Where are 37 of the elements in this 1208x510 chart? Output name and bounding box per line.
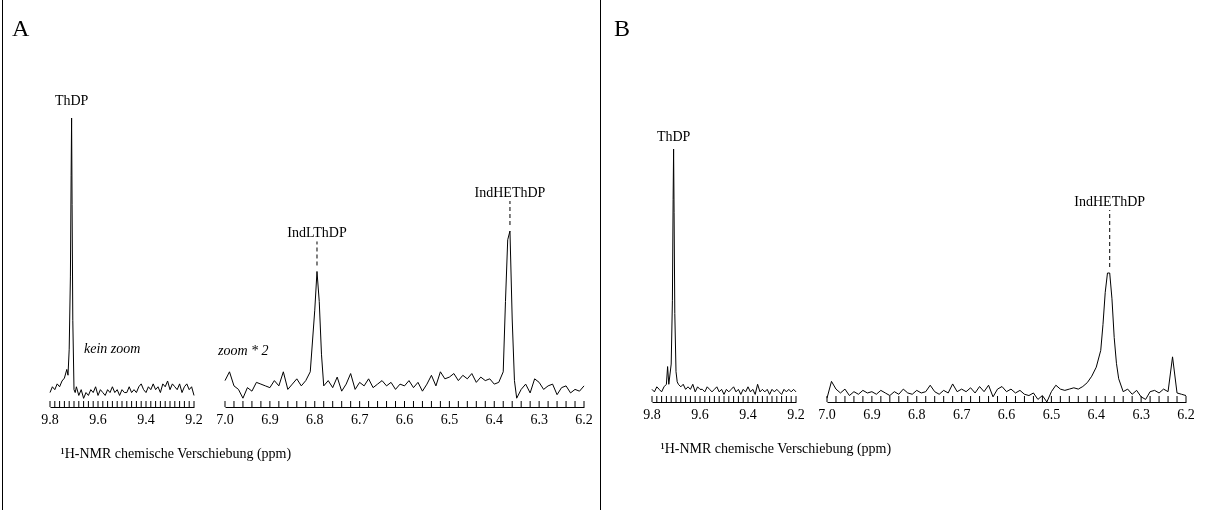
x-tick-label: 6.9 xyxy=(863,407,881,422)
x-tick-label: 7.0 xyxy=(818,407,836,422)
x-tick-label: 9.8 xyxy=(643,407,661,422)
x-tick-label: 9.6 xyxy=(691,407,709,422)
x-tick-label: 6.3 xyxy=(530,412,548,427)
x-tick-label: 6.6 xyxy=(997,407,1016,422)
x-tick-label: 6.4 xyxy=(485,412,503,427)
x-tick-label: 6.2 xyxy=(575,412,593,427)
x-tick-label: 6.2 xyxy=(1177,407,1195,422)
x-tick-label: 6.4 xyxy=(1087,407,1105,422)
x-tick-label: 7.0 xyxy=(216,412,234,427)
annotation: ThDP xyxy=(656,129,691,144)
x-tick-label: 9.4 xyxy=(137,412,155,427)
x-tick-label: 6.8 xyxy=(306,412,324,427)
annotation: IndHEThDP xyxy=(474,185,546,200)
x-tick-label: 6.7 xyxy=(350,412,369,427)
annotation: IndLThDP xyxy=(287,225,347,241)
annotation: kein zoom xyxy=(84,341,141,356)
annotation: zoom * 2 xyxy=(217,343,269,358)
x-tick-label: 9.8 xyxy=(41,412,59,427)
x-tick-label: 9.4 xyxy=(739,407,757,422)
chart-title: A xyxy=(12,15,30,41)
chart-title: B xyxy=(614,15,631,41)
x-tick-label: 6.7 xyxy=(952,407,971,422)
x-tick-label: 6.6 xyxy=(395,412,414,427)
x-tick-label: 9.2 xyxy=(185,412,203,427)
x-tick-label: 9.6 xyxy=(89,412,107,427)
x-axis-title: ¹H-NMR chemische Verschiebung (ppm) xyxy=(60,445,292,462)
x-tick-label: 6.8 xyxy=(908,407,926,422)
x-tick-label: 6.3 xyxy=(1132,407,1150,422)
x-tick-label: 6.5 xyxy=(1042,407,1061,422)
x-tick-label: 9.2 xyxy=(787,407,805,422)
annotation: ThDP xyxy=(54,93,89,108)
x-tick-label: 6.9 xyxy=(261,412,279,427)
annotation: IndHEThDP xyxy=(1074,194,1146,209)
x-axis-title: ¹H-NMR chemische Verschiebung (ppm) xyxy=(660,440,892,457)
x-tick-label: 6.5 xyxy=(440,412,459,427)
